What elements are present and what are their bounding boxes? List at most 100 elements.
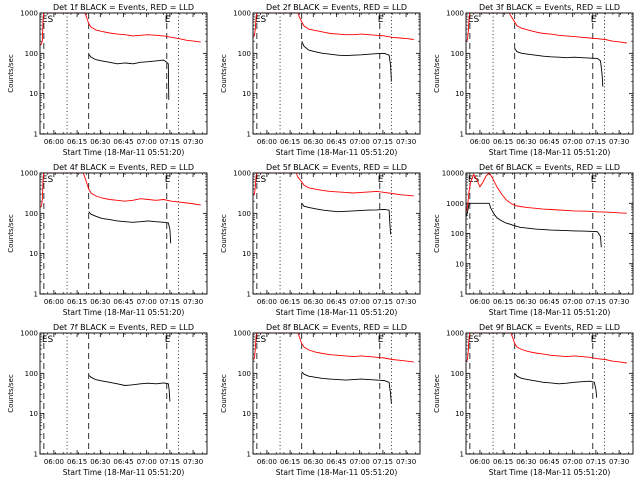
y-axis-label: Counts/sec — [433, 214, 441, 253]
time-marker-label: ES — [468, 15, 480, 25]
x-tick-label: 07:00 — [350, 298, 370, 306]
series-line-2 — [88, 211, 172, 244]
panel-4: Det 4f BLACK = Events, RED = LLD Counts/s… — [7, 163, 208, 317]
panel-title: Det 3f BLACK = Events, RED = LLD — [479, 3, 620, 12]
x-tick-label: 07:30 — [183, 298, 203, 306]
y-axis-label: Counts/sec — [220, 214, 228, 253]
panel-title: Det 5f BLACK = Events, RED = LLD — [266, 163, 407, 172]
y-tick-label: 100 — [451, 50, 464, 58]
y-tick-label: 1000 — [446, 200, 464, 208]
x-tick-label: 06:15 — [493, 298, 513, 306]
panel-title: Det 4f BLACK = Events, RED = LLD — [53, 163, 194, 172]
x-tick-label: 07:30 — [609, 458, 629, 466]
time-marker-label: E — [378, 335, 384, 345]
y-tick-label: 100 — [238, 50, 251, 58]
x-axis-label: Start Time (18-Mar-11 05:51:20) — [63, 148, 185, 157]
x-tick-label: 06:45 — [113, 138, 133, 146]
series-line-2 — [465, 202, 602, 248]
y-tick-label: 1000 — [233, 330, 251, 338]
y-tick-label: 1000 — [20, 170, 38, 178]
x-tick-label: 07:30 — [609, 298, 629, 306]
time-marker-label: ES — [468, 175, 480, 185]
time-marker-label: E — [591, 15, 597, 25]
panel-9: Det 9f BLACK = Events, RED = LLD Counts/s… — [433, 323, 634, 477]
series-line-2 — [514, 373, 598, 398]
plot-frame — [252, 172, 421, 295]
y-tick-label: 1 — [460, 291, 464, 299]
time-marker-label: E — [165, 175, 171, 185]
y-tick-label: 100 — [25, 50, 38, 58]
x-tick-label: 06:15 — [280, 458, 300, 466]
x-tick-label: 06:15 — [493, 138, 513, 146]
time-marker-label: E — [378, 175, 384, 185]
time-marker-label: E — [591, 335, 597, 345]
plot-frame — [252, 332, 421, 455]
x-tick-label: 06:45 — [326, 138, 346, 146]
panel-title: Det 7f BLACK = Events, RED = LLD — [53, 323, 194, 332]
x-tick-label: 06:00 — [44, 138, 64, 146]
x-tick-label: 06:45 — [539, 138, 559, 146]
series-line-1 — [39, 172, 201, 208]
x-axis-label: Start Time (18-Mar-11 05:51:20) — [276, 308, 398, 317]
x-tick-label: 06:00 — [257, 458, 277, 466]
x-tick-label: 07:15 — [160, 138, 180, 146]
y-tick-label: 10 — [455, 260, 464, 268]
series-line-2 — [301, 371, 392, 404]
x-tick-label: 07:30 — [183, 458, 203, 466]
x-tick-label: 07:00 — [563, 138, 583, 146]
panel-3: Det 3f BLACK = Events, RED = LLD Counts/s… — [433, 3, 634, 157]
y-tick-label: 1 — [34, 291, 38, 299]
x-tick-label: 07:30 — [396, 138, 416, 146]
x-axis-label: Start Time (18-Mar-11 05:51:20) — [489, 308, 611, 317]
x-tick-label: 06:30 — [516, 458, 536, 466]
y-tick-label: 10 — [29, 90, 38, 98]
y-tick-label: 100 — [238, 370, 251, 378]
x-axis-label: Start Time (18-Mar-11 05:51:20) — [489, 468, 611, 477]
y-tick-label: 1000 — [20, 330, 38, 338]
x-tick-label: 06:30 — [90, 298, 110, 306]
y-axis-label: Counts/sec — [433, 374, 441, 413]
y-tick-label: 1 — [247, 451, 251, 459]
plot-frame — [465, 172, 634, 295]
x-tick-label: 06:00 — [470, 458, 490, 466]
x-tick-label: 07:15 — [160, 458, 180, 466]
y-tick-label: 10 — [242, 250, 251, 258]
y-tick-label: 1000 — [446, 330, 464, 338]
x-tick-label: 07:30 — [609, 138, 629, 146]
y-tick-label: 1000 — [20, 10, 38, 18]
x-tick-label: 06:00 — [44, 298, 64, 306]
x-tick-label: 06:45 — [326, 458, 346, 466]
panel-title: Det 9f BLACK = Events, RED = LLD — [479, 323, 620, 332]
y-axis-label: Counts/sec — [7, 214, 15, 253]
series-line-1 — [39, 12, 201, 46]
time-marker-label: ES — [255, 175, 267, 185]
y-tick-label: 1 — [460, 131, 464, 139]
x-tick-label: 06:30 — [516, 138, 536, 146]
x-tick-label: 06:30 — [516, 298, 536, 306]
plot-frame — [39, 172, 208, 295]
x-tick-label: 07:00 — [137, 458, 157, 466]
series-line-2 — [514, 48, 604, 87]
plot-frame — [39, 332, 208, 455]
plot-frame — [252, 12, 421, 135]
x-axis-label: Start Time (18-Mar-11 05:51:20) — [276, 468, 398, 477]
x-tick-label: 06:00 — [470, 138, 490, 146]
x-tick-label: 07:15 — [373, 298, 393, 306]
panel-title: Det 2f BLACK = Events, RED = LLD — [266, 3, 407, 12]
series-line-1 — [88, 374, 171, 402]
x-tick-label: 07:00 — [137, 298, 157, 306]
x-tick-label: 06:30 — [303, 458, 323, 466]
y-tick-label: 10000 — [442, 170, 464, 178]
series-line-2 — [301, 202, 392, 235]
series-line-1 — [465, 332, 627, 364]
y-axis-label: Counts/sec — [220, 54, 228, 93]
plot-frame — [39, 12, 208, 135]
panel-8: Det 8f BLACK = Events, RED = LLD Counts/s… — [220, 323, 421, 477]
panel-2: Det 2f BLACK = Events, RED = LLD Counts/s… — [220, 3, 421, 157]
y-tick-label: 1000 — [233, 10, 251, 18]
x-tick-label: 07:15 — [373, 458, 393, 466]
x-tick-label: 06:00 — [44, 458, 64, 466]
time-marker-label: E — [165, 335, 171, 345]
series-line-1 — [252, 172, 414, 197]
